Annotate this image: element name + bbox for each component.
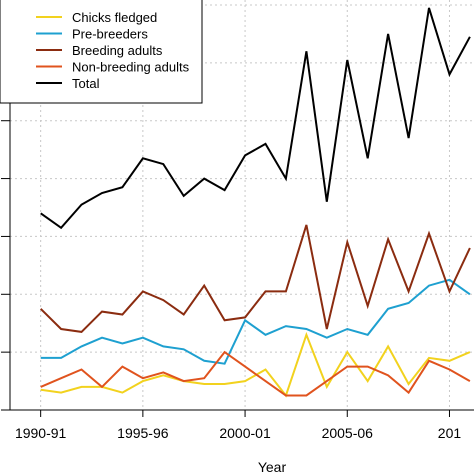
series-line-chicks-fledged (40, 331, 471, 398)
x-tick-label: 1995-96 (117, 425, 169, 441)
legend-label: Chicks fledged (72, 10, 157, 25)
x-tick-label: 1990-91 (15, 425, 67, 441)
legend-label: Total (72, 76, 100, 91)
x-axis: 1990-91 1995-96 2000-01 2005-06 201 (15, 410, 461, 441)
x-tick-label: 2000-01 (219, 425, 271, 441)
series-line-pre-breeders (40, 278, 471, 365)
series-line-breeding-adults (39, 224, 471, 333)
series-line-total (40, 7, 471, 230)
legend-label: Non-breeding adults (72, 60, 190, 75)
plot-frame (9, 0, 474, 411)
series-lines (39, 7, 471, 398)
x-tick-label: 2005-06 (322, 425, 374, 441)
series-line-non-breeding-adults (40, 350, 471, 397)
x-tick-label: 201 (438, 425, 462, 441)
legend-label: Breeding adults (72, 43, 163, 58)
x-axis-label: Year (258, 459, 287, 474)
legend-box (0, 0, 203, 104)
legend-label: Pre-breeders (72, 27, 148, 42)
